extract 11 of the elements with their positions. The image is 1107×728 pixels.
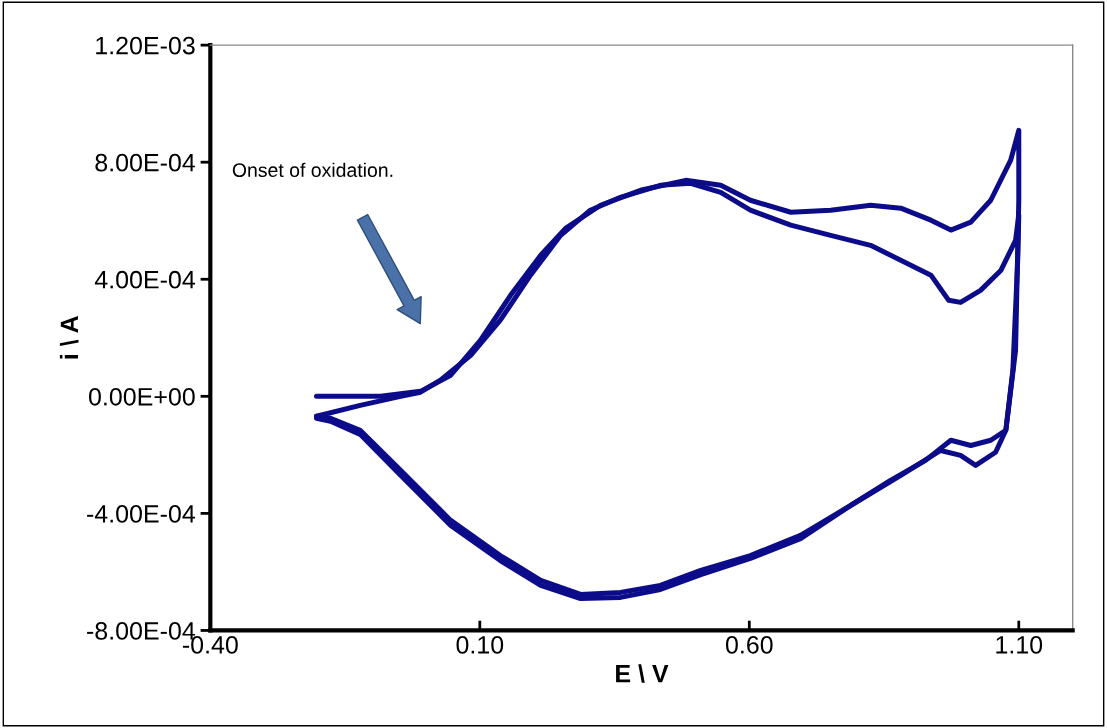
x-tick-label: 1.10 [996, 635, 1043, 654]
x-tick-label: 0.60 [725, 635, 773, 654]
y-axis-title: i \ A [59, 316, 79, 359]
y-tick-label: 0.00E+00 [88, 387, 195, 406]
y-tick-label: 1.20E-03 [96, 36, 195, 55]
x-axis-title: E \ V [616, 664, 669, 683]
y-tick-label: -4.00E-04 [87, 504, 196, 523]
y-tick-label: 4.00E-04 [94, 270, 196, 289]
y-tick-label: 8.00E-04 [95, 153, 196, 172]
x-tick-label: 0.10 [456, 635, 504, 654]
annotation: Onset of oxidation. [232, 162, 393, 178]
